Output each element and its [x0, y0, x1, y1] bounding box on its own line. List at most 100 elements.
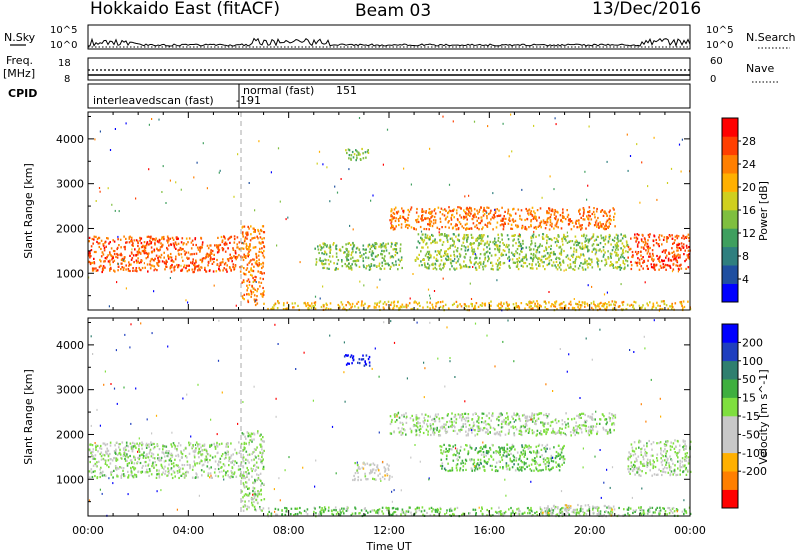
scatter-cell-0-5: [567, 257, 570, 260]
scatter-cell-0-5: [605, 261, 608, 264]
scatter-cell-1-0: [193, 460, 195, 463]
scatter-cell-0-0: [219, 243, 222, 246]
scatter-cell-1-1: [253, 494, 255, 498]
scatter-cell-1-1: [254, 463, 256, 466]
scatter-cell-0-4: [459, 206, 461, 209]
scatter-cell-0-0: [198, 267, 200, 270]
scatter-cell-1-0: [180, 474, 182, 477]
scatter-cell-0-0: [146, 263, 149, 266]
scatter-cell-1-0: [150, 473, 153, 476]
scatter-cell-0-1: [249, 243, 251, 246]
scatter-cell-0-5: [515, 242, 517, 245]
scatter-cell-0-4: [512, 208, 514, 211]
scatter-cell-1-0: [198, 443, 201, 446]
scatter-cell-1-0: [90, 468, 93, 471]
scatter-cell-0-4: [461, 225, 463, 228]
scatter-cell-1-3: [553, 431, 556, 434]
scatter-cell-0-5: [512, 239, 514, 242]
scatter-cell-0-2: [307, 303, 309, 307]
scatter-cell-1-0: [91, 444, 94, 447]
scatter-cell-0-5: [482, 262, 485, 265]
scatter-cell-1-0: [164, 470, 167, 473]
scatter-cell-1-0: [151, 452, 153, 455]
scatter-cell-0-2: [559, 306, 562, 309]
scatter-cell-0-5: [428, 253, 430, 256]
scatter-cell-1-3: [490, 419, 492, 422]
scatter-cell-0-5: [458, 252, 461, 255]
scatter-cell-1-3: [546, 416, 548, 419]
scatter-cell-0-5: [621, 252, 624, 255]
scatter-cell-1-0: [230, 470, 232, 473]
scatter-cell-0-5: [495, 241, 497, 244]
scatter-cell-0-0: [113, 269, 115, 272]
scatter-cell-0-4: [473, 208, 476, 211]
scatter-cell-0-7: [362, 157, 365, 160]
scatter-cell-0-1: [245, 254, 247, 258]
scatter-cell-1-2: [437, 509, 440, 512]
scatter-cell-0-2: [378, 301, 381, 304]
scatter-cell-0-3: [389, 267, 391, 270]
scatter-cell-0-5: [430, 254, 432, 257]
scatter-cell-1-1: [246, 475, 248, 478]
freq-label-1: Freq.: [6, 54, 33, 67]
scatter-cell-0-5: [617, 266, 620, 269]
scatter-cell-0-0: [227, 259, 230, 262]
scatter-cell-1-2: [449, 509, 451, 513]
scatter-cell-0-5: [420, 250, 422, 253]
scatter-cell-0-3: [362, 257, 364, 260]
scatter-cell-1-3: [411, 414, 413, 417]
scatter-cell-0-4: [608, 221, 611, 224]
scatter-cell-0-0: [145, 244, 148, 247]
scatter-cell-1-0: [157, 458, 160, 462]
scatter-cell-1-0: [136, 442, 138, 445]
scatter-cell-0-1: [254, 236, 256, 239]
scatter-cell-0-7: [345, 149, 347, 152]
scatter-cell-0-3: [349, 267, 351, 270]
scatter-cell-1-3: [574, 428, 577, 432]
scatter-cell-1-1: [253, 487, 256, 490]
scatter-dot-0: [477, 244, 479, 247]
scatter-cell-0-6: [672, 255, 674, 258]
scatter-cell-0-5: [610, 264, 612, 267]
scatter-cell-1-0: [135, 446, 137, 449]
scatter-cell-0-5: [526, 265, 528, 268]
scatter-cell-0-5: [581, 266, 584, 269]
scatter-cell-0-5: [617, 240, 620, 243]
scatter-cell-0-3: [314, 247, 316, 250]
scatter-cell-1-2: [597, 506, 600, 509]
scatter-cell-0-5: [505, 253, 507, 256]
scatter-cell-0-2: [660, 300, 663, 303]
scatter-cell-0-2: [590, 306, 593, 309]
scatter-cell-0-5: [438, 264, 441, 267]
scatter-cell-1-2: [472, 508, 475, 511]
scatter-cell-0-0: [91, 267, 94, 270]
scatter-cell-0-5: [425, 236, 427, 239]
scatter-cell-0-3: [346, 248, 348, 251]
scatter-cell-0-5: [438, 252, 441, 256]
scatter-cell-0-3: [381, 245, 383, 248]
scatter-cell-0-0: [119, 238, 122, 241]
scatter-cell-0-4: [589, 215, 591, 218]
scatter-cell-0-5: [598, 249, 600, 252]
scatter-cell-1-0: [126, 453, 128, 456]
scatter-cell-1-1: [253, 464, 255, 467]
scatter-cell-0-5: [418, 264, 421, 267]
scatter-cell-1-3: [453, 415, 456, 419]
scatter-cell-1-3: [419, 430, 421, 434]
scatter-cell-0-2: [661, 307, 664, 311]
scatter-cell-0-0: [160, 253, 163, 256]
scatter-cell-0-4: [582, 214, 584, 217]
scatter-cell-1-0: [141, 444, 143, 447]
scatter-cell-0-6: [677, 243, 680, 247]
scatter-cell-0-6: [659, 264, 662, 267]
scatter-cell-1-0: [130, 474, 133, 477]
scatter-cell-1-0: [127, 456, 129, 459]
scatter-cell-0-1: [254, 229, 256, 232]
scatter-cell-0-2: [602, 305, 605, 308]
scatter-cell-1-2: [342, 510, 344, 513]
scatter-cell-1-0: [181, 463, 184, 467]
scatter-cell-0-3: [374, 255, 377, 258]
scatter-cell-0-3: [344, 251, 346, 254]
scatter-cell-0-4: [502, 228, 505, 231]
scatter-cell-0-5: [548, 245, 550, 249]
